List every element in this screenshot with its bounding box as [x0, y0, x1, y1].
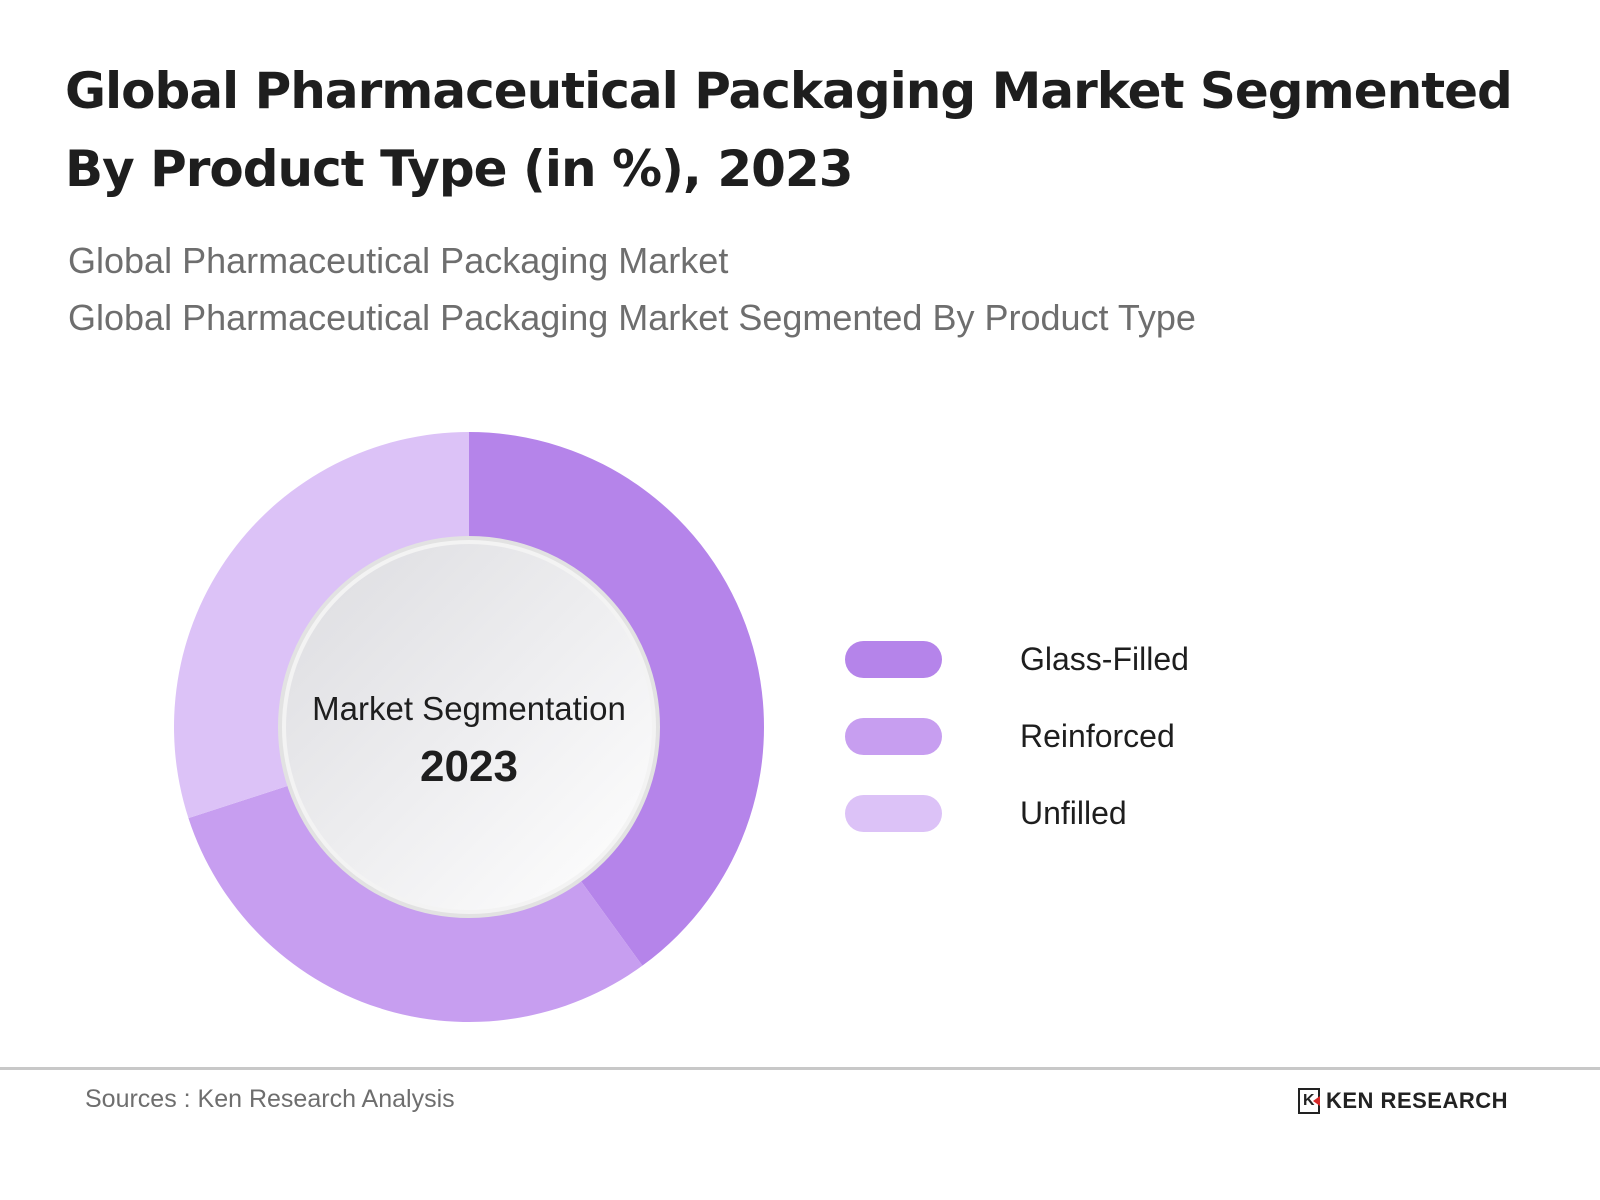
subtitle-2: Global Pharmaceutical Packaging Market S…: [68, 297, 1196, 338]
logo-text: KEN RESEARCH: [1326, 1088, 1509, 1113]
legend-item-glass-filled: Glass-Filled: [845, 640, 1189, 678]
ken-research-logo: K KEN RESEARCH: [1298, 1088, 1508, 1114]
chart-title: Global Pharmaceutical Packaging Market S…: [65, 62, 1513, 198]
legend-swatch: [845, 794, 942, 832]
legend-item-unfilled: Unfilled: [845, 794, 1127, 832]
legend-swatch: [845, 640, 942, 678]
donut-slice-glass-filled: [469, 432, 765, 966]
source-note: Sources : Ken Research Analysis: [85, 1085, 455, 1113]
subtitle-1: Global Pharmaceutical Packaging Market: [68, 240, 729, 281]
donut-slice-unfilled: [173, 432, 469, 819]
footer-divider: [0, 1067, 1600, 1070]
logo-mark-icon: K: [1298, 1088, 1320, 1114]
legend-swatch: [845, 717, 942, 755]
donut-slice-reinforced: [188, 784, 643, 1023]
center-label: Market Segmentation: [312, 690, 626, 727]
legend-label: Unfilled: [1020, 794, 1127, 831]
legend-label: Glass-Filled: [1020, 640, 1189, 677]
donut-center-gradient: [286, 544, 652, 910]
center-value: 2023: [420, 742, 518, 791]
legend-label: Reinforced: [1020, 717, 1175, 754]
legend-item-reinforced: Reinforced: [845, 717, 1175, 755]
